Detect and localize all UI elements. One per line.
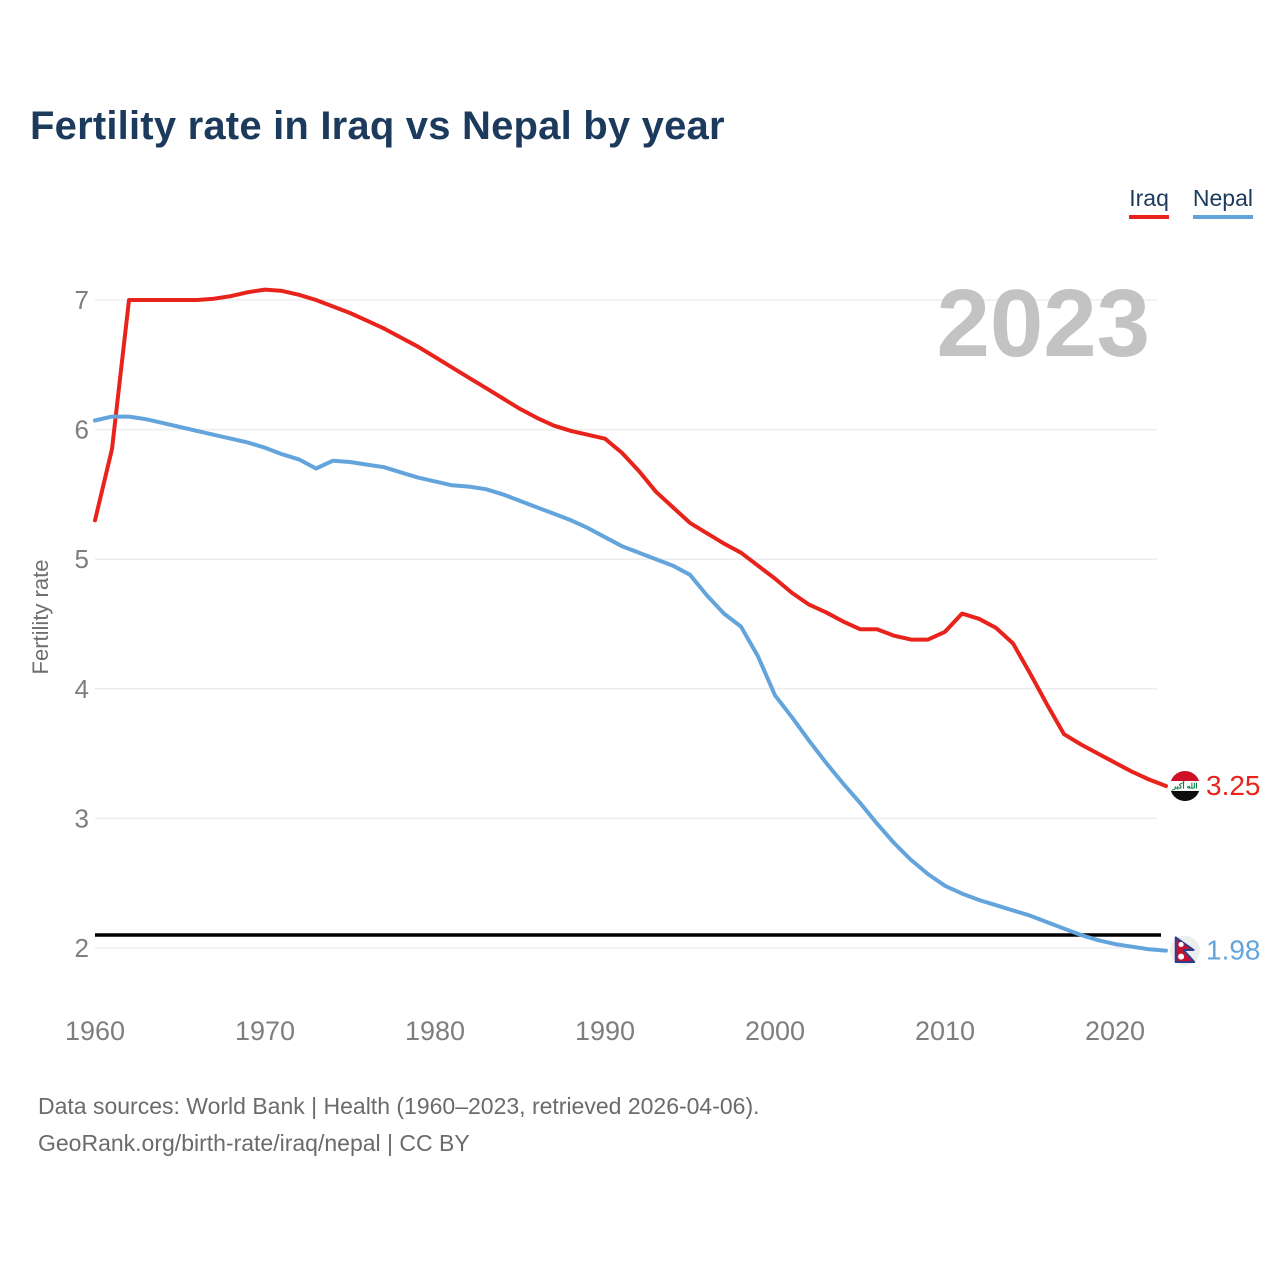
x-tick-label: 2010 [915, 1016, 975, 1046]
watermark-year: 2023 [936, 270, 1150, 377]
x-tick-label: 2020 [1085, 1016, 1145, 1046]
nepal-line [93, 414, 1168, 953]
y-axis-label: Fertility rate [28, 560, 53, 675]
y-tick-label: 6 [75, 415, 89, 445]
svg-text:الله أكبر: الله أكبر [1171, 779, 1197, 792]
y-tick-label: 2 [75, 933, 89, 963]
nepal-end-value: 1.98 [1206, 935, 1261, 966]
y-tick-label: 5 [75, 544, 89, 574]
fertility-chart: 2 3 4 5 6 7 2023 1960 1970 1980 1990 2000 2010 2020 Fe… [28, 270, 1261, 1046]
y-tick-label: 4 [75, 674, 89, 704]
x-tick-label: 1990 [575, 1016, 635, 1046]
x-tick-label: 1960 [65, 1016, 125, 1046]
page-title: Fertility rate in Iraq vs Nepal by year [30, 104, 725, 148]
footer: Data sources: World Bank | Health (1960–… [38, 1088, 760, 1162]
x-tick-label: 2000 [745, 1016, 805, 1046]
x-tick-label: 1970 [235, 1016, 295, 1046]
iraq-flag-icon: الله أكبر [1170, 771, 1200, 801]
footer-attribution: GeoRank.org/birth-rate/iraq/nepal | CC B… [38, 1130, 470, 1156]
x-tick-label: 1980 [405, 1016, 465, 1046]
y-tick-label: 7 [75, 285, 89, 315]
iraq-line [93, 287, 1168, 788]
legend-item-nepal[interactable]: Nepal [1192, 185, 1253, 219]
legend-item-iraq[interactable]: Iraq [1129, 185, 1169, 219]
legend: Iraq Nepal [1129, 185, 1253, 219]
iraq-end-value: 3.25 [1206, 770, 1261, 801]
footer-sources: Data sources: World Bank | Health (1960–… [38, 1093, 760, 1119]
nepal-flag-icon [1170, 935, 1200, 966]
y-tick-label: 3 [75, 803, 89, 833]
